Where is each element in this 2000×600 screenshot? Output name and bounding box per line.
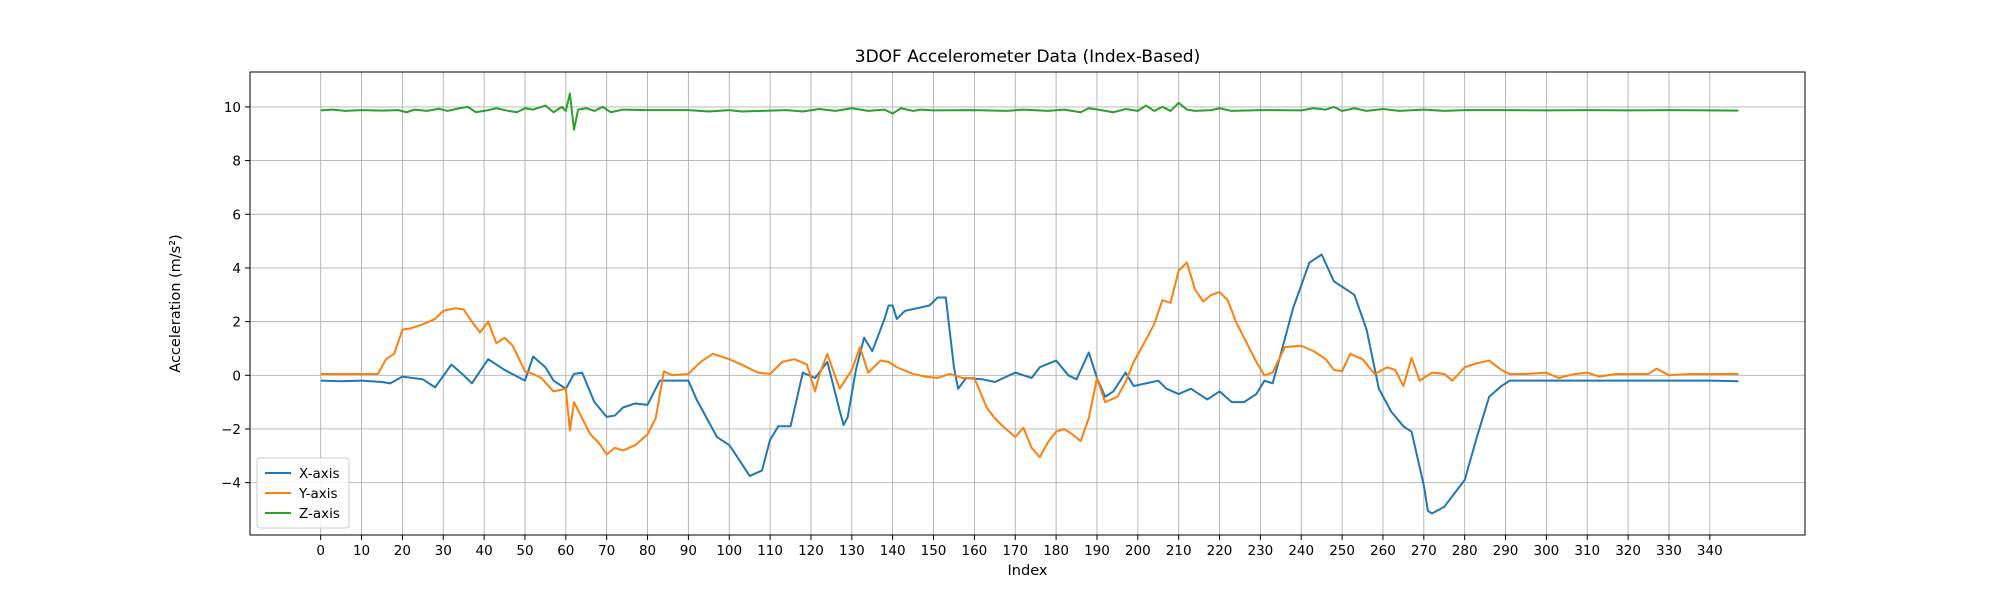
x-tick-label: 270 bbox=[1411, 543, 1437, 559]
y-tick-label: 0 bbox=[232, 368, 241, 384]
x-tick-label: 70 bbox=[598, 543, 615, 559]
x-tick-label: 290 bbox=[1493, 543, 1519, 559]
y-tick-label: −2 bbox=[221, 422, 241, 438]
x-tick-label: 80 bbox=[639, 543, 656, 559]
y-tick-label: 10 bbox=[224, 100, 241, 116]
plot-frame bbox=[249, 71, 1806, 536]
x-tick-label: 20 bbox=[394, 543, 411, 559]
x-tick-label: 340 bbox=[1697, 543, 1723, 559]
x-tick-label: 60 bbox=[557, 543, 574, 559]
series-line-z-axis bbox=[320, 92, 1739, 131]
x-tick-label: 90 bbox=[680, 543, 697, 559]
legend-label: Z-axis bbox=[299, 506, 340, 522]
chart-title: 3DOF Accelerometer Data (Index-Based) bbox=[855, 47, 1200, 67]
x-tick-label: 150 bbox=[921, 543, 947, 559]
x-tick-label: 220 bbox=[1207, 543, 1233, 559]
x-tick-label: 310 bbox=[1574, 543, 1600, 559]
legend-label: X-axis bbox=[299, 466, 340, 482]
series-line-x-axis bbox=[320, 253, 1739, 515]
x-tick-label: 0 bbox=[316, 543, 325, 559]
x-tick-label: 330 bbox=[1656, 543, 1682, 559]
x-tick-label: 30 bbox=[435, 543, 452, 559]
series-line-y-axis bbox=[320, 261, 1739, 459]
x-tick-label: 300 bbox=[1533, 543, 1559, 559]
y-tick-label: 8 bbox=[232, 154, 241, 170]
x-tick-label: 320 bbox=[1615, 543, 1641, 559]
x-tick-label: 200 bbox=[1125, 543, 1151, 559]
x-tick-label: 240 bbox=[1288, 543, 1314, 559]
tick-layer: 0 10 20 30 40 50 60 70 80 90 100 110 120 130 140 150 160… bbox=[221, 100, 1723, 559]
x-tick-label: 210 bbox=[1166, 543, 1192, 559]
x-tick-label: 40 bbox=[476, 543, 493, 559]
x-tick-label: 130 bbox=[839, 543, 865, 559]
y-axis-label: Acceleration (m/s²) bbox=[168, 234, 184, 372]
y-tick-label: 6 bbox=[232, 207, 241, 223]
x-tick-label: 180 bbox=[1043, 543, 1069, 559]
chart-legend: X-axis Y-axis Z-axis bbox=[256, 457, 350, 529]
grid-layer bbox=[250, 72, 1805, 535]
x-tick-label: 250 bbox=[1329, 543, 1355, 559]
x-tick-label: 280 bbox=[1452, 543, 1478, 559]
series-layer bbox=[320, 92, 1739, 515]
y-tick-label: 4 bbox=[232, 261, 241, 277]
y-tick-label: 2 bbox=[232, 315, 241, 331]
x-tick-label: 170 bbox=[1002, 543, 1028, 559]
x-tick-label: 160 bbox=[961, 543, 987, 559]
x-tick-label: 10 bbox=[353, 543, 370, 559]
x-tick-label: 140 bbox=[880, 543, 906, 559]
x-tick-label: 260 bbox=[1370, 543, 1396, 559]
x-tick-label: 120 bbox=[798, 543, 824, 559]
legend-label: Y-axis bbox=[298, 486, 338, 502]
x-tick-label: 190 bbox=[1084, 543, 1110, 559]
x-tick-label: 110 bbox=[757, 543, 783, 559]
x-tick-label: 230 bbox=[1247, 543, 1273, 559]
x-tick-label: 100 bbox=[716, 543, 742, 559]
x-tick-label: 50 bbox=[516, 543, 533, 559]
x-axis-label: Index bbox=[1008, 563, 1048, 579]
legend-box bbox=[256, 457, 350, 529]
y-tick-label: −4 bbox=[221, 476, 241, 492]
